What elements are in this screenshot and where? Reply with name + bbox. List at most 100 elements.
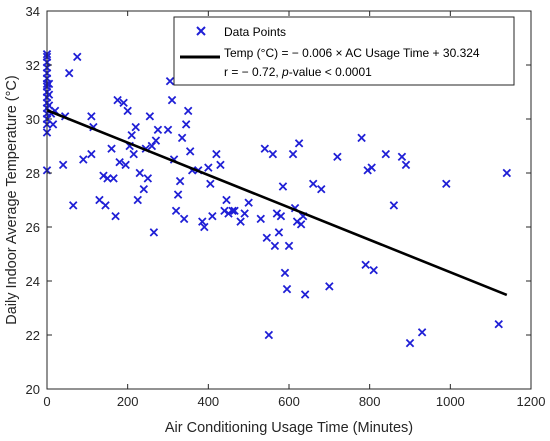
data-point — [256, 214, 266, 224]
data-point — [87, 149, 96, 159]
data-point — [401, 160, 411, 170]
y-tick-label: 26 — [26, 220, 40, 235]
data-point — [147, 141, 157, 151]
data-point — [173, 190, 183, 199]
stats-italic-p: p — [281, 65, 289, 79]
data-point — [282, 284, 292, 294]
data-point — [296, 220, 306, 229]
data-point — [224, 209, 233, 218]
y-tick-label: 20 — [26, 382, 40, 397]
data-point — [101, 201, 110, 210]
data-point — [405, 338, 415, 348]
data-point — [236, 217, 245, 226]
data-point — [212, 149, 221, 159]
data-point — [64, 68, 74, 78]
y-tick-label: 28 — [26, 166, 40, 181]
data-point — [300, 290, 310, 299]
data-point — [163, 125, 173, 135]
y-axis-label: Daily Indoor Average Temperature (°C) — [4, 75, 20, 324]
data-point — [260, 144, 270, 153]
data-point — [143, 174, 153, 183]
data-point — [367, 163, 376, 172]
data-point — [333, 152, 342, 162]
data-point — [181, 120, 191, 129]
data-point — [135, 168, 145, 178]
data-point — [288, 149, 298, 159]
data-point — [280, 268, 290, 278]
data-point — [115, 157, 124, 167]
stats-prefix: r = − 0.72, — [224, 65, 282, 79]
data-point — [68, 201, 78, 210]
x-tick-label: 400 — [197, 394, 219, 409]
data-point — [113, 95, 122, 105]
y-tick-label: 22 — [26, 328, 40, 343]
data-point — [145, 112, 155, 121]
data-point — [278, 182, 288, 191]
data-point — [171, 206, 181, 216]
data-point — [294, 139, 304, 148]
data-point — [369, 265, 378, 275]
data-point — [363, 166, 372, 175]
data-point — [48, 120, 58, 129]
x-tick-label: 800 — [359, 394, 381, 409]
data-point — [216, 160, 225, 170]
data-point — [325, 282, 334, 291]
data-point — [208, 211, 217, 221]
data-point — [284, 241, 294, 251]
data-point — [200, 222, 209, 232]
data-point — [230, 206, 239, 216]
data-point — [123, 106, 132, 116]
data-point — [361, 260, 370, 270]
data-point — [240, 209, 249, 218]
data-point — [131, 122, 140, 132]
data-point — [417, 328, 427, 337]
y-tick-label: 34 — [26, 4, 40, 19]
data-point — [179, 214, 189, 224]
data-point — [149, 228, 159, 237]
fit-line-layer — [46, 109, 508, 297]
y-tick-label: 30 — [26, 112, 40, 127]
data-point — [357, 133, 366, 143]
x-tick-label: 1200 — [517, 394, 546, 409]
data-point — [276, 211, 286, 221]
data-point — [165, 76, 175, 86]
data-point — [175, 176, 185, 186]
legend-label-statistics: r = − 0.72, p-value < 0.0001 — [224, 65, 372, 79]
data-point — [272, 209, 282, 218]
data-point — [87, 112, 96, 121]
regression-line — [46, 109, 508, 297]
data-point — [79, 155, 88, 164]
data-point — [308, 179, 318, 189]
x-tick-label: 200 — [117, 394, 139, 409]
data-point — [153, 125, 163, 135]
data-point — [317, 184, 326, 194]
data-point — [268, 149, 278, 159]
data-point — [502, 168, 512, 178]
x-tick-label: 1000 — [436, 394, 465, 409]
data-point — [262, 233, 272, 243]
x-axis-label: Air Conditioning Usage Time (Minutes) — [165, 420, 413, 436]
legend: Data Points Temp (°C) = − 0.006 × AC Usa… — [173, 16, 515, 86]
legend-box — [173, 16, 515, 86]
y-tick-label: 32 — [26, 58, 40, 73]
data-point — [264, 330, 274, 340]
data-point — [270, 241, 280, 251]
data-point — [183, 106, 193, 116]
data-point — [198, 217, 207, 226]
data-point — [129, 149, 138, 159]
data-point — [111, 211, 120, 221]
data-point — [139, 184, 149, 194]
data-point — [442, 179, 451, 189]
legend-label-fit-equation: Temp (°C) = − 0.006 × AC Usage Time + 30… — [224, 46, 480, 60]
data-point — [274, 228, 284, 237]
data-point — [58, 160, 68, 170]
data-point — [244, 198, 253, 207]
legend-label-data-points: Data Points — [224, 25, 286, 39]
data-point — [109, 174, 118, 183]
legend-x-marker — [196, 26, 206, 36]
data-point — [222, 195, 231, 205]
data-point — [127, 130, 136, 140]
data-point — [121, 160, 130, 170]
